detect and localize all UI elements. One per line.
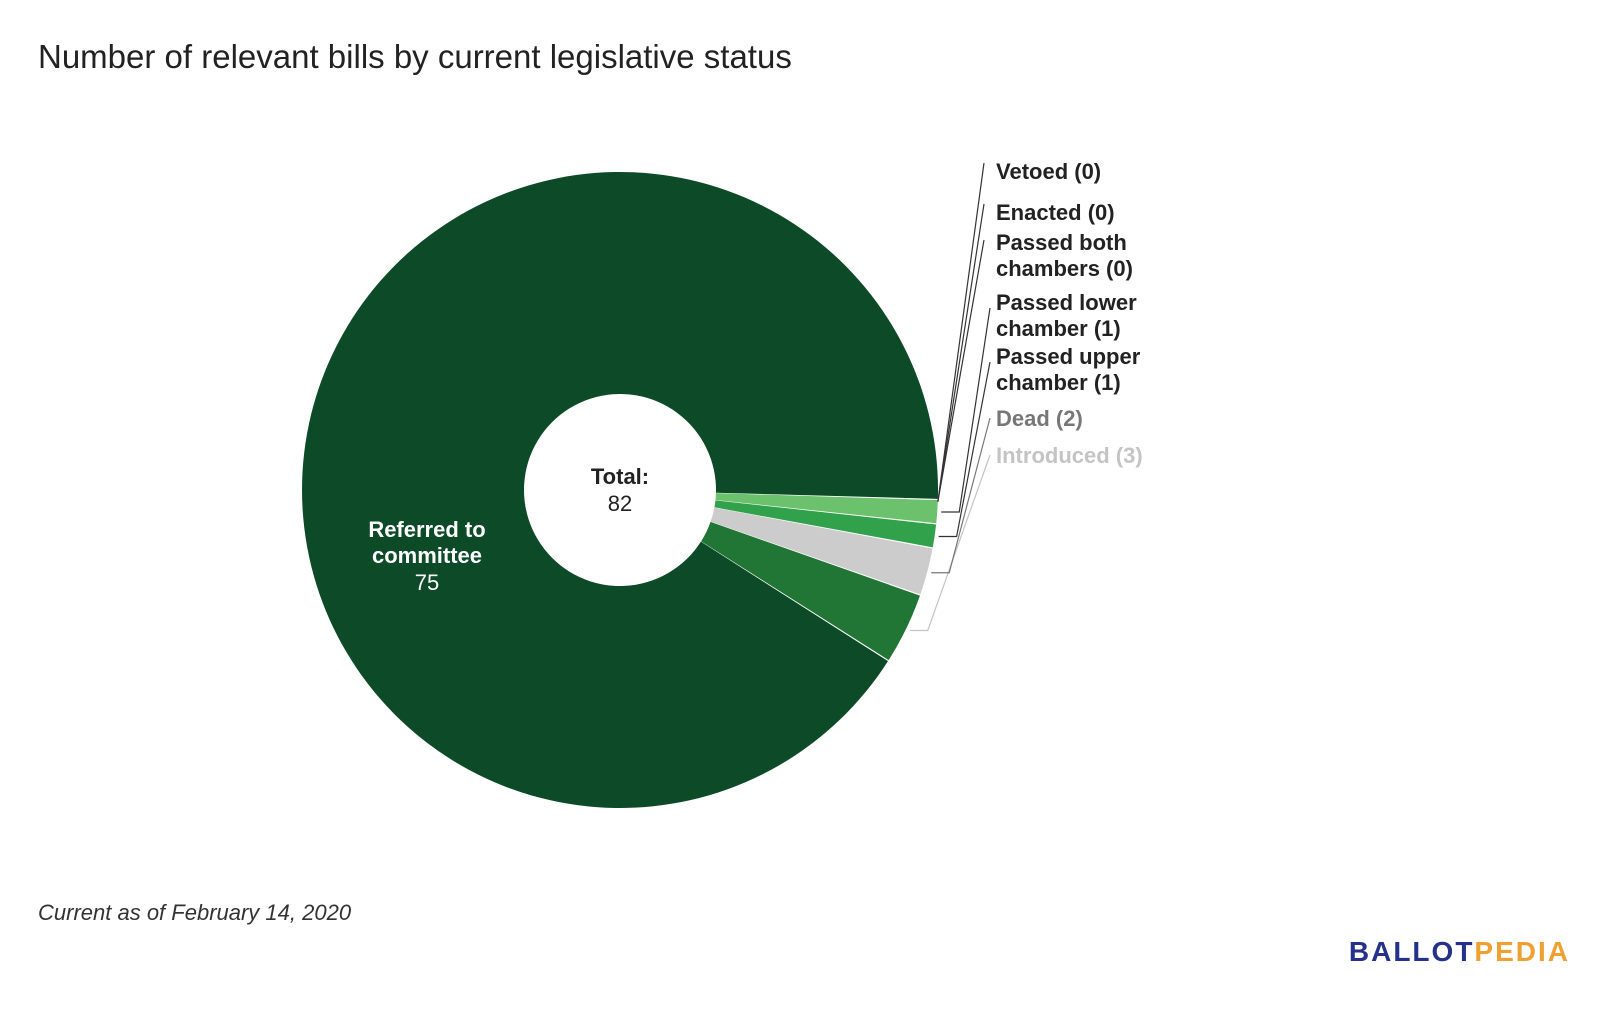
leader-lines [909, 162, 991, 632]
ballotpedia-logo: BALLOTPEDIA [1349, 936, 1570, 968]
logo-text-ballot: BALLOT [1348, 936, 1475, 967]
label-line: chamber (1) [996, 316, 1121, 341]
label-line: chambers (0) [996, 256, 1133, 281]
label-enacted: Enacted (0) [996, 200, 1115, 225]
slice-introduced [701, 521, 920, 661]
label-line: Enacted (0) [996, 200, 1115, 225]
label-line: Dead (2) [996, 406, 1083, 431]
label-referred-to-committee: Referred to committee 75 [368, 517, 485, 595]
chart-title: Number of relevant bills by current legi… [38, 38, 792, 75]
label-line: Passed upper [996, 344, 1141, 369]
logo-text-pedia: PEDIA [1474, 936, 1570, 967]
label-passed-lower-chamber: Passed lower chamber (1) [996, 290, 1137, 341]
label-line: Introduced (3) [996, 443, 1143, 468]
donut-center: Total:82 [591, 464, 649, 516]
center-total-label: Total: [591, 464, 649, 489]
label-line: chamber (1) [996, 370, 1121, 395]
slice-labels: Referred to committee 75 Introduced (3) Dead… [368, 159, 1142, 595]
label-line: Passed lower [996, 290, 1137, 315]
label-introduced: Introduced (3) [996, 443, 1143, 468]
label-line: Vetoed (0) [996, 159, 1101, 184]
slice-dead [710, 507, 933, 595]
label-line: committee [372, 543, 482, 568]
label-value: 75 [415, 570, 439, 595]
slice-passed-upper-chamber [714, 500, 937, 548]
leader-passed-lower-chamber [941, 307, 991, 513]
label-line: Passed both [996, 230, 1127, 255]
label-passed-both-chambers: Passed both chambers (0) [996, 230, 1133, 281]
slice-passed-lower-chamber [715, 493, 938, 524]
leader-introduced [909, 454, 991, 632]
leader-vetoed [937, 162, 985, 502]
leader-dead [931, 417, 991, 574]
label-line: Referred to [368, 517, 485, 542]
slice-referred-to-committee [302, 171, 938, 808]
footnote: Current as of February 14, 2020 [38, 900, 352, 925]
label-dead: Dead (2) [996, 406, 1083, 431]
label-passed-upper-chamber: Passed upper chamber (1) [996, 344, 1141, 395]
center-total-value: 82 [608, 491, 632, 516]
leader-passed-upper-chamber [938, 361, 991, 538]
slices-layer [302, 171, 938, 808]
label-vetoed: Vetoed (0) [996, 159, 1101, 184]
leader-passed-both-chambers [937, 239, 985, 502]
leader-enacted [937, 203, 985, 502]
